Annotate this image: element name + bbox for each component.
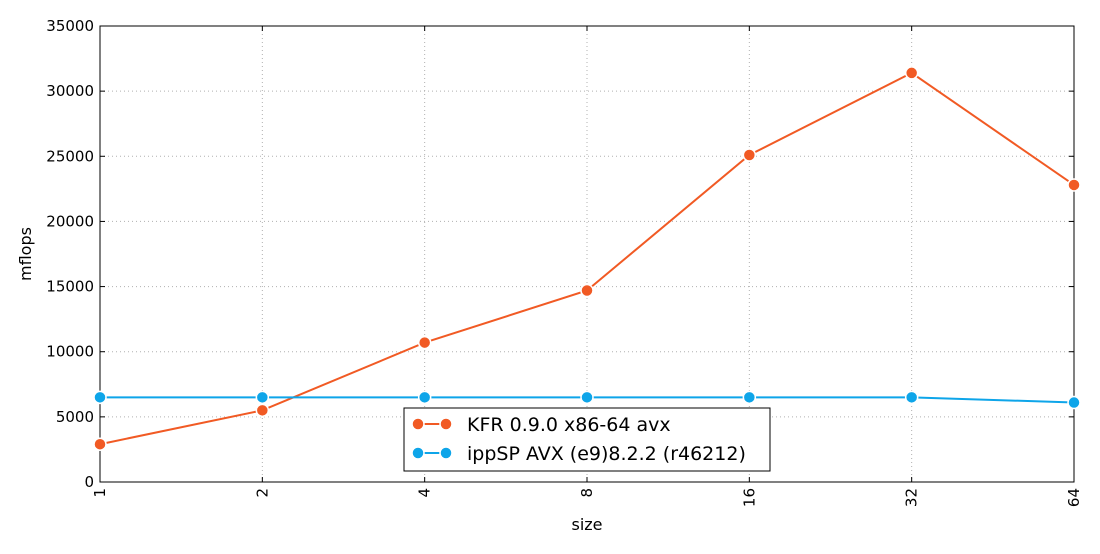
- x-tick-label: 16: [740, 488, 758, 507]
- legend-label: KFR 0.9.0 x86-64 avx: [467, 414, 671, 436]
- x-tick-label: 2: [253, 488, 271, 498]
- data-point: [580, 390, 594, 405]
- y-tick-label: 30000: [46, 82, 94, 100]
- legend-marker: [439, 417, 453, 431]
- y-tick-label: 25000: [46, 147, 94, 165]
- data-point: [1067, 395, 1081, 410]
- data-point: [255, 403, 270, 418]
- data-point: [417, 390, 432, 405]
- data-point: [255, 390, 270, 405]
- data-point: [742, 148, 757, 162]
- x-tick-label: 4: [416, 488, 434, 498]
- y-tick-label: 15000: [46, 278, 94, 296]
- legend-label: ippSP AVX (e9)8.2.2 (r46212): [467, 443, 746, 465]
- x-axis-label: size: [571, 515, 602, 534]
- data-point: [904, 390, 919, 405]
- legend: KFR 0.9.0 x86-64 avx ippSP AVX (e9)8.2.2 …: [403, 407, 771, 472]
- data-point: [580, 283, 594, 298]
- axis-ticks: 0 5000 10000 15000 20000 25000 30000 35000 1 2 4 8 1…: [46, 17, 1083, 507]
- legend-item: ippSP AVX (e9)8.2.2 (r46212): [411, 443, 746, 465]
- data-point: [417, 335, 432, 350]
- data-point: [1067, 178, 1081, 192]
- data-point: [93, 437, 107, 451]
- legend-marker: [439, 446, 453, 460]
- x-tick-label: 32: [903, 488, 921, 507]
- series-1: [93, 66, 1081, 451]
- x-tick-label: 1: [91, 488, 109, 498]
- y-tick-label: 0: [84, 473, 94, 491]
- y-tick-label: 20000: [46, 212, 94, 230]
- series-group: [93, 66, 1081, 451]
- data-point: [93, 390, 107, 405]
- data-point: [742, 390, 757, 405]
- legend-item: KFR 0.9.0 x86-64 avx: [411, 414, 671, 436]
- legend-box: [403, 407, 771, 472]
- y-axis-label: mflops: [16, 227, 35, 281]
- y-tick-label: 35000: [46, 17, 94, 35]
- series-2: [93, 390, 1081, 410]
- y-tick-label: 10000: [46, 343, 94, 361]
- legend-marker: [411, 446, 425, 460]
- data-point: [904, 66, 919, 80]
- x-tick-label: 64: [1065, 488, 1083, 507]
- y-tick-label: 5000: [56, 408, 94, 426]
- legend-marker: [411, 417, 425, 431]
- x-tick-label: 8: [578, 488, 596, 498]
